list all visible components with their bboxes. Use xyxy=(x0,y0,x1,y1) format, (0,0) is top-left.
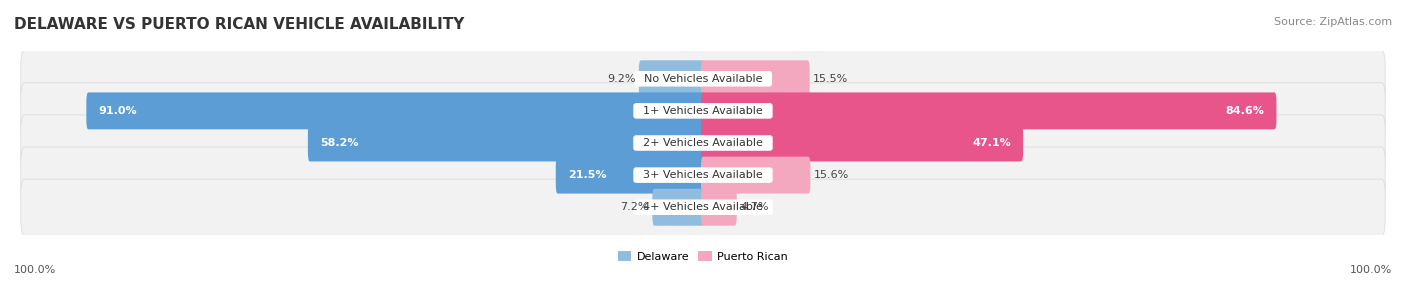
Text: 2+ Vehicles Available: 2+ Vehicles Available xyxy=(636,138,770,148)
FancyBboxPatch shape xyxy=(21,179,1385,235)
Text: 100.0%: 100.0% xyxy=(1350,265,1392,275)
Text: Source: ZipAtlas.com: Source: ZipAtlas.com xyxy=(1274,17,1392,27)
Text: 9.2%: 9.2% xyxy=(607,74,636,84)
FancyBboxPatch shape xyxy=(555,157,704,194)
FancyBboxPatch shape xyxy=(702,92,1277,129)
FancyBboxPatch shape xyxy=(21,51,1385,107)
FancyBboxPatch shape xyxy=(702,189,737,226)
FancyBboxPatch shape xyxy=(86,92,704,129)
Text: 1+ Vehicles Available: 1+ Vehicles Available xyxy=(636,106,770,116)
FancyBboxPatch shape xyxy=(308,124,704,162)
FancyBboxPatch shape xyxy=(702,60,810,97)
Text: 100.0%: 100.0% xyxy=(14,265,56,275)
Text: 3+ Vehicles Available: 3+ Vehicles Available xyxy=(636,170,770,180)
Text: DELAWARE VS PUERTO RICAN VEHICLE AVAILABILITY: DELAWARE VS PUERTO RICAN VEHICLE AVAILAB… xyxy=(14,17,464,32)
Text: 58.2%: 58.2% xyxy=(321,138,359,148)
Text: 91.0%: 91.0% xyxy=(98,106,138,116)
Text: 7.2%: 7.2% xyxy=(620,202,650,212)
FancyBboxPatch shape xyxy=(21,83,1385,139)
Text: 21.5%: 21.5% xyxy=(568,170,606,180)
Text: 15.6%: 15.6% xyxy=(814,170,849,180)
FancyBboxPatch shape xyxy=(638,60,704,97)
Text: 4+ Vehicles Available: 4+ Vehicles Available xyxy=(636,202,770,212)
FancyBboxPatch shape xyxy=(702,124,1024,162)
FancyBboxPatch shape xyxy=(652,189,704,226)
FancyBboxPatch shape xyxy=(21,147,1385,203)
Text: 4.7%: 4.7% xyxy=(740,202,769,212)
Text: 84.6%: 84.6% xyxy=(1226,106,1264,116)
Legend: Delaware, Puerto Rican: Delaware, Puerto Rican xyxy=(619,251,787,262)
FancyBboxPatch shape xyxy=(21,115,1385,171)
FancyBboxPatch shape xyxy=(702,157,810,194)
Text: 47.1%: 47.1% xyxy=(972,138,1011,148)
Text: 15.5%: 15.5% xyxy=(813,74,848,84)
Text: No Vehicles Available: No Vehicles Available xyxy=(637,74,769,84)
